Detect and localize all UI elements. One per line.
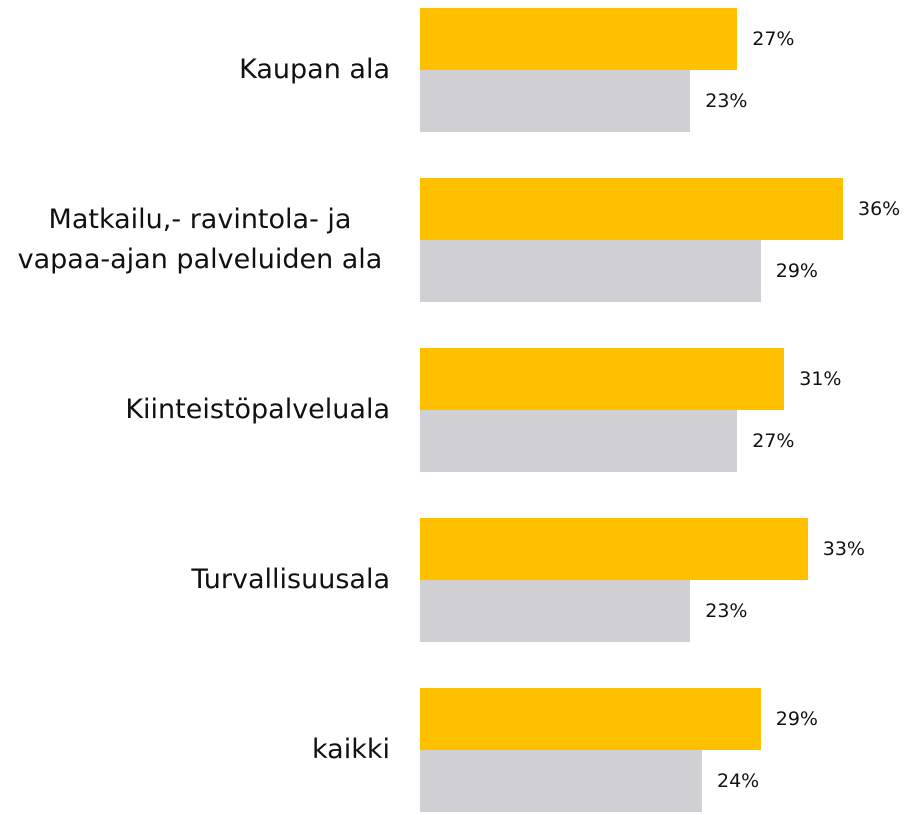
value-label: 23% <box>705 600 748 622</box>
category-label: Kaupan ala <box>0 8 390 132</box>
bar <box>420 178 843 240</box>
category-text: Kiinteistöpalveluala <box>125 394 390 425</box>
category-text: kaikki <box>312 734 390 765</box>
value-label: 23% <box>705 90 748 112</box>
bar <box>420 518 808 580</box>
bar <box>420 8 738 70</box>
bar <box>420 688 761 750</box>
category-text: Matkailu,- ravintola- ja vapaa-ajan palv… <box>17 204 383 275</box>
bar <box>420 580 691 642</box>
bar <box>420 240 761 302</box>
value-label: 36% <box>858 198 901 220</box>
category-label: Matkailu,- ravintola- ja vapaa-ajan palv… <box>0 178 390 302</box>
category-text: Kaupan ala <box>239 54 390 85</box>
value-label: 31% <box>799 368 842 390</box>
value-label: 27% <box>752 28 795 50</box>
value-label: 29% <box>775 260 818 282</box>
bar <box>420 70 691 132</box>
category-label: kaikki <box>0 688 390 812</box>
bar <box>420 348 785 410</box>
value-label: 24% <box>717 770 760 792</box>
category-text: Turvallisuusala <box>191 564 390 595</box>
bar <box>420 410 738 472</box>
value-label: 27% <box>752 430 795 452</box>
value-label: 29% <box>775 708 818 730</box>
value-label: 33% <box>822 538 865 560</box>
category-label: Turvallisuusala <box>0 518 390 642</box>
category-label: Kiinteistöpalveluala <box>0 348 390 472</box>
bar <box>420 750 702 812</box>
